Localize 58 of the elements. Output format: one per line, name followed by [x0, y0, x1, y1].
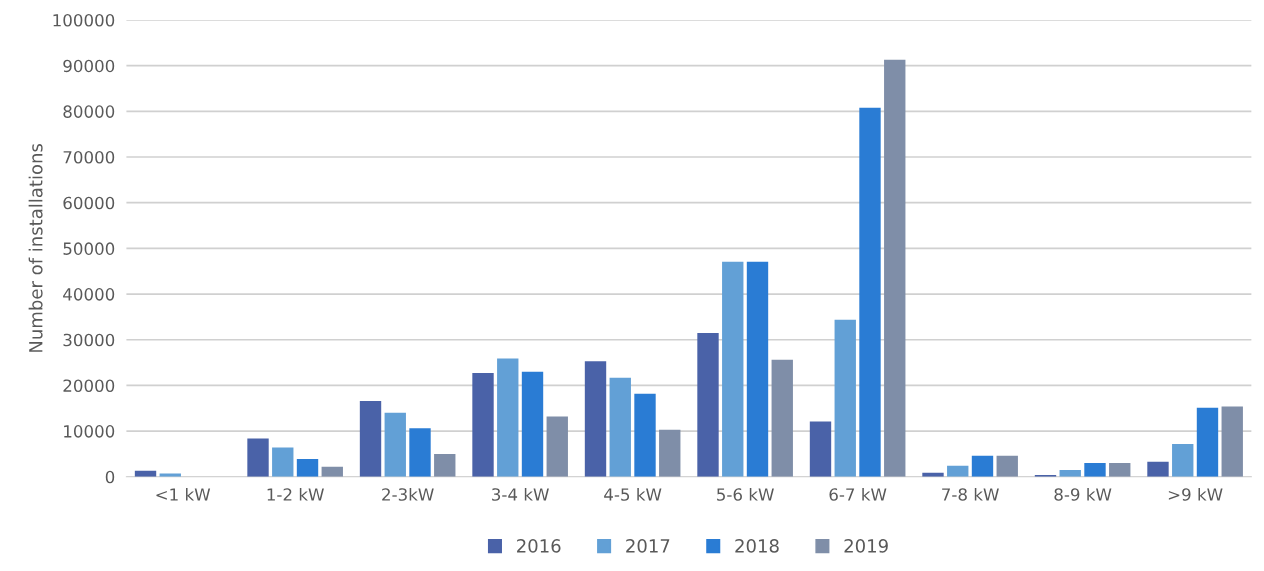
bar	[472, 373, 494, 477]
legend-label: 2016	[517, 539, 561, 553]
bar	[834, 319, 856, 477]
x-tick-label: 5-6 kW	[717, 487, 774, 501]
bar	[809, 421, 832, 477]
bar	[697, 332, 719, 477]
bar	[1172, 443, 1194, 477]
x-tick-label: <1 kW	[156, 487, 211, 501]
y-tick-label: 80000	[63, 105, 115, 118]
y-tick-label: 90000	[63, 59, 115, 73]
bar	[434, 453, 456, 477]
bar	[1196, 407, 1219, 477]
y-tick-label: 60000	[63, 196, 115, 210]
bar	[521, 371, 544, 477]
y-tick-label: 0	[105, 470, 115, 484]
y-tick-label: 100000	[53, 13, 115, 27]
x-tick-label: 8-9 kW	[1054, 487, 1112, 501]
bar	[609, 377, 631, 477]
y-tick-label: 50000	[63, 242, 115, 255]
y-tick-label: 20000	[63, 379, 115, 392]
bar	[746, 261, 769, 477]
legend-label: 2019	[844, 539, 888, 553]
bar	[359, 400, 382, 477]
bar	[859, 107, 881, 477]
x-tick-label: >9 kW	[1168, 487, 1223, 501]
bar	[497, 358, 519, 477]
y-tick-label: 10000	[64, 425, 115, 438]
bar	[659, 429, 681, 477]
bar	[1147, 461, 1169, 477]
y-axis-title: Number of installations	[28, 144, 43, 352]
bar	[296, 458, 319, 477]
legend-label: 2018	[735, 539, 779, 553]
x-tick-label: 2-3kW	[382, 487, 434, 501]
y-tick-label: 30000	[63, 333, 115, 347]
x-tick-label: 6-7 kW	[829, 487, 887, 501]
bar	[971, 455, 994, 477]
x-tick-label: 7-8 kW	[942, 487, 999, 501]
y-tick-label: 40000	[63, 288, 115, 301]
bar	[1109, 463, 1131, 477]
bar	[247, 438, 269, 477]
bar	[722, 261, 744, 477]
bar	[996, 455, 1018, 477]
bar	[409, 428, 431, 477]
bar	[546, 416, 568, 477]
x-tick-label: 3-4 kW	[492, 487, 549, 501]
bar	[771, 359, 793, 477]
bar	[584, 361, 607, 477]
bar	[947, 465, 969, 477]
bar	[272, 447, 294, 477]
x-tick-label: 4-5 kW	[604, 487, 662, 501]
bar	[384, 412, 406, 477]
bar	[1084, 463, 1106, 477]
y-tick-label: 70000	[63, 150, 115, 164]
bar	[884, 59, 906, 477]
bar	[1221, 406, 1243, 477]
legend-label: 2017	[626, 539, 670, 553]
bar	[634, 393, 656, 477]
x-tick-label: 1-2 kW	[267, 487, 324, 501]
